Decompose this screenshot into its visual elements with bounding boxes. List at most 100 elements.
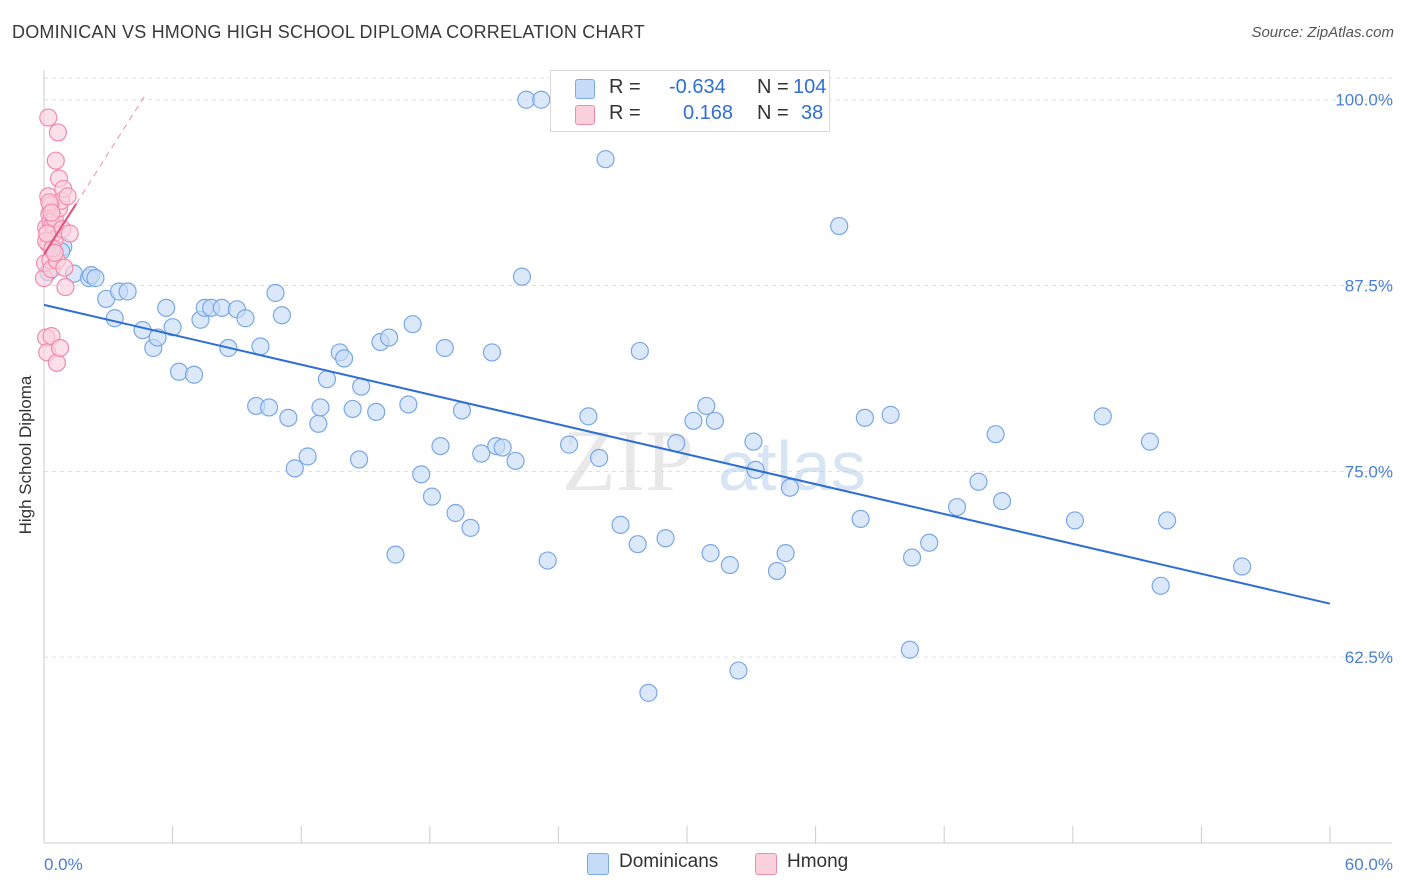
y-tick-label: 100.0% xyxy=(1335,91,1393,110)
data-point-dominicans xyxy=(639,683,658,702)
data-point-dominicans xyxy=(334,349,354,368)
legend-n-value-dominicans: 104 xyxy=(793,76,827,98)
legend-swatch-hmong xyxy=(575,105,595,125)
data-point-dominicans xyxy=(628,535,647,554)
data-point-dominicans xyxy=(431,436,450,456)
data-point-dominicans xyxy=(992,491,1012,511)
data-point-dominicans xyxy=(367,402,386,422)
data-point-dominicans xyxy=(744,432,763,451)
data-point-dominicans xyxy=(767,561,787,581)
data-point-dominicans xyxy=(343,399,362,419)
data-point-dominicans xyxy=(776,544,795,563)
data-point-dominicans xyxy=(579,407,598,426)
data-point-dominicans xyxy=(697,396,716,416)
data-point-dominicans xyxy=(656,529,675,548)
data-point-dominicans xyxy=(298,447,317,466)
data-point-dominicans xyxy=(105,309,124,328)
data-point-dominicans xyxy=(399,395,418,414)
data-point-dominicans xyxy=(379,328,399,347)
data-point-dominicans xyxy=(317,370,337,389)
data-point-hmong xyxy=(39,108,58,127)
data-point-dominicans xyxy=(630,341,649,361)
trend-line-dominicans xyxy=(43,303,1331,605)
data-point-dominicans xyxy=(482,343,502,362)
data-point-dominicans xyxy=(851,509,870,529)
data-point-dominicans xyxy=(236,309,255,328)
y-axis-label: High School Diploma xyxy=(16,375,35,535)
legend-label-dominicans: Dominicans xyxy=(619,851,719,872)
data-point-dominicans xyxy=(285,459,304,478)
data-point-dominicans xyxy=(386,545,405,564)
trend-lines xyxy=(43,95,1331,605)
data-point-dominicans xyxy=(212,298,231,317)
legend-r-value-hmong: 0.168 xyxy=(683,102,734,124)
data-point-dominicans xyxy=(538,551,557,570)
data-point-dominicans xyxy=(902,548,922,567)
data-point-dominicans xyxy=(403,315,422,334)
data-point-dominicans xyxy=(701,544,720,563)
legend-r-label: R = xyxy=(609,76,641,98)
data-point-dominicans xyxy=(855,408,874,427)
data-point-dominicans xyxy=(720,555,739,575)
chart-title: DOMINICAN VS HMONG HIGH SCHOOL DIPLOMA C… xyxy=(12,22,645,42)
legend-n-label: N = xyxy=(757,102,789,124)
data-point-dominicans xyxy=(947,497,967,517)
data-point-dominicans xyxy=(532,90,551,109)
y-tick-label: 75.0% xyxy=(1345,462,1393,481)
data-point-dominicans xyxy=(148,328,167,347)
trend-extension-hmong xyxy=(75,95,146,205)
data-point-hmong xyxy=(55,258,74,277)
tick-labels: 62.5% 75.0% 87.5% 100.0% 0.0% 60.0% xyxy=(44,91,1393,874)
data-point-hmong xyxy=(60,224,79,243)
data-point-dominicans xyxy=(309,414,328,433)
data-point-dominicans xyxy=(266,283,285,303)
data-point-dominicans xyxy=(684,411,703,430)
source-label: Source: ZipAtlas.com xyxy=(1251,24,1394,41)
data-point-dominicans xyxy=(446,503,465,523)
y-tick-label: 87.5% xyxy=(1345,277,1393,296)
data-point-dominicans xyxy=(86,269,105,288)
data-point-dominicans xyxy=(422,487,442,506)
data-point-dominicans xyxy=(1140,432,1160,451)
data-point-dominicans xyxy=(780,478,799,497)
data-point-hmong xyxy=(45,243,64,262)
data-point-dominicans xyxy=(1158,511,1177,530)
data-point-dominicans xyxy=(1151,576,1170,595)
data-point-dominicans xyxy=(472,444,491,463)
data-point-dominicans xyxy=(157,298,176,317)
data-point-dominicans xyxy=(118,282,137,301)
y-tick-label: 62.5% xyxy=(1345,648,1393,667)
data-point-dominicans xyxy=(493,438,512,457)
data-point-hmong xyxy=(47,353,66,372)
x-tick-label: 60.0% xyxy=(1345,855,1393,874)
data-point-dominicans xyxy=(705,411,724,430)
data-point-hmong xyxy=(38,224,57,243)
data-point-dominicans xyxy=(900,640,920,659)
data-point-hmong xyxy=(46,151,65,170)
legend-swatch-dominicans xyxy=(587,853,609,875)
data-point-dominicans xyxy=(435,338,454,358)
data-point-dominicans xyxy=(986,425,1005,444)
data-point-dominicans xyxy=(259,398,279,417)
data-point-hmong xyxy=(58,187,77,206)
data-point-dominicans xyxy=(512,267,532,286)
data-point-dominicans xyxy=(169,362,189,381)
legend-swatch-hmong xyxy=(755,853,777,875)
data-point-dominicans xyxy=(452,401,472,420)
legend-label-hmong: Hmong xyxy=(787,851,849,872)
data-point-dominicans xyxy=(596,150,615,169)
data-point-dominicans xyxy=(969,472,988,491)
data-point-hmong xyxy=(42,203,61,222)
data-point-dominicans xyxy=(251,337,270,356)
data-point-dominicans xyxy=(1065,511,1085,530)
watermark-zip: ZIP xyxy=(562,413,694,510)
data-point-dominicans xyxy=(881,405,900,424)
data-point-dominicans xyxy=(611,515,630,534)
legend-n-value-hmong: 38 xyxy=(801,102,824,124)
data-point-dominicans xyxy=(279,408,298,427)
series-legend: Dominicans Hmong xyxy=(0,851,1406,879)
data-point-dominicans xyxy=(311,398,330,417)
x-tick-label: 0.0% xyxy=(44,855,83,874)
data-point-dominicans xyxy=(184,365,204,384)
data-point-dominicans xyxy=(560,435,579,454)
